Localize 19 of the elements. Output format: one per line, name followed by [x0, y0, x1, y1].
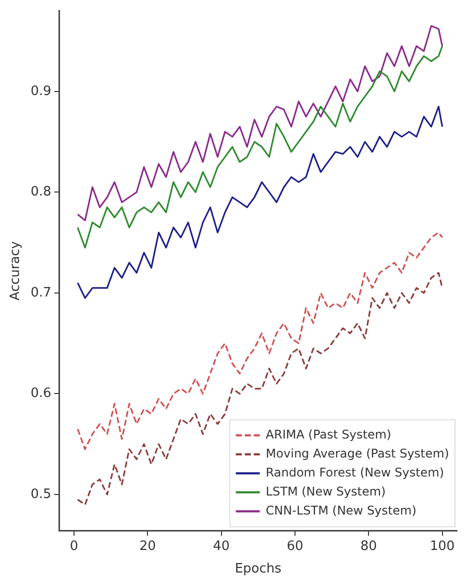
- legend-label: CNN-LSTM (New System): [266, 503, 416, 518]
- x-tick-label: 40: [213, 538, 230, 554]
- y-tick-label: 0.5: [30, 486, 52, 502]
- legend-label: Random Forest (New System): [266, 465, 444, 480]
- x-tick-label: 100: [430, 538, 455, 554]
- y-tick-label: 0.8: [30, 184, 52, 200]
- y-tick-label: 0.6: [30, 386, 52, 402]
- line-series: [76, 232, 444, 450]
- x-axis-title: Epochs: [234, 562, 282, 577]
- x-tick-label: 60: [286, 538, 304, 554]
- legend-label: LSTM (New System): [266, 484, 386, 498]
- y-axis-title: Accuracy: [8, 240, 24, 300]
- y-tick-label: 0.7: [30, 285, 52, 300]
- x-tick-label: 0: [70, 538, 78, 554]
- legend-label: ARIMA (Past System): [266, 427, 392, 442]
- y-tick-label: 0.9: [30, 84, 52, 99]
- x-tick-label: 80: [360, 538, 377, 554]
- x-tick-label: 20: [139, 538, 156, 554]
- legend-label: Moving Average (Past System): [266, 446, 450, 460]
